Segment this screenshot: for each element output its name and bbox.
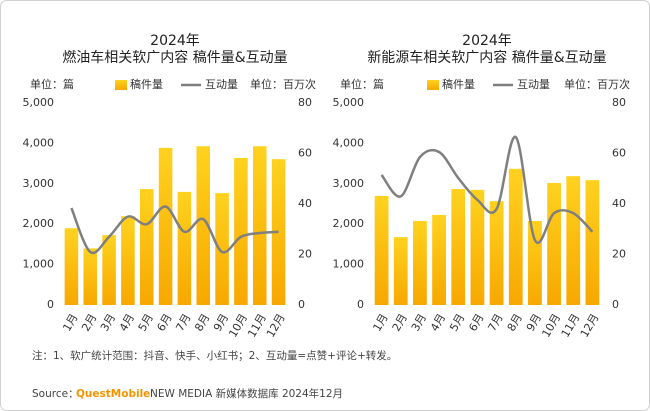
legend-swatch	[115, 80, 127, 90]
y2-tick-label: 40	[612, 197, 626, 210]
bar	[64, 228, 79, 305]
bar	[158, 147, 173, 305]
bar	[508, 168, 523, 305]
y-tick-label: 2,000	[23, 217, 55, 230]
footnote: 注：1、软广统计范围：抖音、快手、小红书；2、互动量=点赞+评论+转发。	[32, 349, 397, 362]
legend-swatch	[427, 80, 439, 90]
y2-tick-label: 80	[298, 96, 312, 109]
line	[70, 205, 279, 255]
legend-label: 稿件量	[130, 77, 163, 91]
y2-axis-unit: 单位：百万次	[564, 77, 630, 91]
y2-tick-label: 40	[298, 197, 312, 210]
bar	[489, 201, 504, 305]
bar	[470, 189, 485, 305]
bar	[547, 182, 561, 305]
y-tick-label: 0	[47, 298, 54, 311]
y2-tick-label: 60	[298, 147, 312, 160]
y-tick-label: 3,000	[23, 177, 55, 190]
y2-axis-unit: 单位：百万次	[250, 77, 316, 91]
y-tick-label: 3,000	[333, 177, 365, 190]
bar	[252, 146, 267, 305]
source-brand: QuestMobile	[76, 388, 150, 400]
y2-tick-label: 0	[612, 298, 619, 311]
legend-label: 稿件量	[442, 77, 475, 91]
y2-tick-label: 80	[612, 96, 626, 109]
chart-subtitle: 燃油车相关软广内容 稿件量&互动量	[62, 49, 287, 66]
y-tick-label: 4,000	[23, 136, 55, 149]
bar	[566, 176, 581, 305]
bar	[196, 146, 211, 305]
y-tick-label: 1,000	[23, 258, 55, 271]
bar	[393, 237, 408, 305]
source-label: Source：	[32, 388, 79, 400]
y-tick-label: 1,000	[333, 258, 365, 271]
bar	[83, 248, 98, 305]
y-tick-label: 4,000	[333, 136, 365, 149]
y-tick-label: 5,000	[23, 96, 55, 109]
y-tick-label: 5,000	[333, 96, 365, 109]
bar	[374, 195, 389, 305]
y-tick-label: 2,000	[333, 217, 365, 230]
y2-tick-label: 0	[298, 298, 305, 311]
y-axis-unit: 单位：篇	[340, 77, 384, 91]
y-tick-label: 0	[357, 298, 364, 311]
bar	[102, 235, 116, 305]
bar	[528, 220, 542, 305]
chart-subtitle: 新能源车相关软广内容 稿件量&互动量	[367, 49, 606, 66]
bar	[177, 191, 192, 305]
y-axis-unit: 单位：篇	[30, 77, 74, 91]
y2-tick-label: 20	[298, 248, 312, 261]
line	[380, 135, 594, 245]
legend-label: 互动量	[205, 78, 238, 91]
bar	[121, 216, 135, 305]
chart-title: 2024年	[150, 33, 200, 49]
bar	[413, 220, 427, 305]
y2-tick-label: 60	[612, 147, 626, 160]
bar	[234, 157, 248, 305]
y2-tick-label: 20	[612, 248, 626, 261]
bar	[215, 193, 229, 305]
legend-label: 互动量	[517, 78, 550, 91]
chart-title: 2024年	[462, 33, 512, 49]
source-text: NEW MEDIA 新媒体数据库 2024年12月	[150, 387, 343, 400]
bar	[585, 180, 600, 305]
bar	[139, 189, 154, 305]
bar	[432, 214, 446, 305]
bar	[451, 189, 466, 305]
